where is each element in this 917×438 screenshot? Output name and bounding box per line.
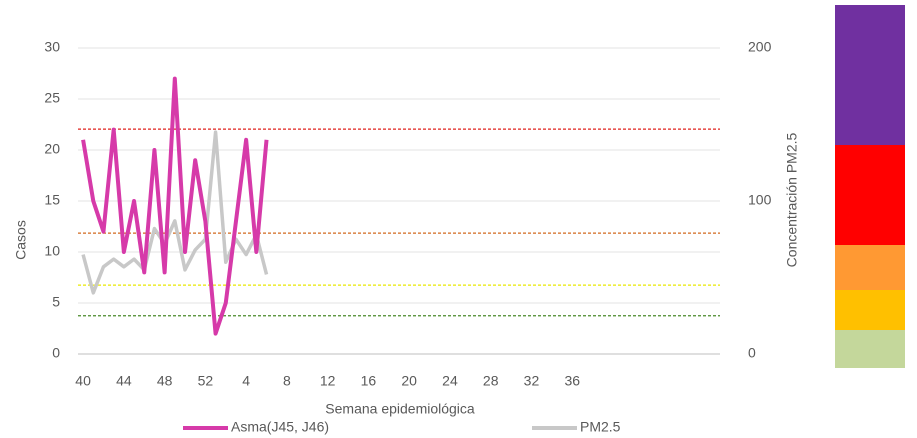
y-tick-label: 5 [52, 294, 60, 310]
x-tick-label: 12 [320, 373, 336, 389]
y-tick-label: 15 [44, 192, 60, 208]
color-scale-segment [835, 5, 905, 145]
x-tick-label: 32 [524, 373, 540, 389]
y2-tick-label: 0 [748, 345, 756, 361]
x-tick-label: 48 [157, 373, 173, 389]
x-axis-title: Semana epidemiológica [325, 401, 475, 417]
y-tick-label: 30 [44, 39, 60, 55]
x-tick-label: 40 [75, 373, 91, 389]
y-tick-label: 0 [52, 345, 60, 361]
y2-tick-label: 100 [748, 192, 772, 208]
color-scale-segment [835, 330, 905, 368]
color-scale-segment [835, 245, 905, 290]
x-tick-label: 16 [361, 373, 377, 389]
x-tick-label: 24 [442, 373, 458, 389]
x-tick-label: 20 [401, 373, 417, 389]
y-axis-title: Casos [13, 220, 29, 260]
x-tick-label: 8 [283, 373, 291, 389]
series-line [81, 130, 269, 295]
x-tick-label: 44 [116, 373, 132, 389]
x-tick-label: 52 [198, 373, 214, 389]
legend-label: Asma(J45, J46) [231, 419, 329, 435]
legend-label: PM2.5 [580, 419, 621, 435]
x-tick-label: 36 [564, 373, 580, 389]
series-line [81, 76, 269, 336]
y-tick-label: 10 [44, 243, 60, 259]
y2-axis-title: Concentración PM2.5 [784, 132, 800, 267]
color-scale-segment [835, 145, 905, 245]
x-tick-label: 28 [483, 373, 499, 389]
x-tick-label: 4 [242, 373, 250, 389]
color-scale-segment [835, 290, 905, 330]
y-tick-label: 20 [44, 141, 60, 157]
y2-tick-label: 200 [748, 39, 772, 55]
y-tick-label: 25 [44, 90, 60, 106]
